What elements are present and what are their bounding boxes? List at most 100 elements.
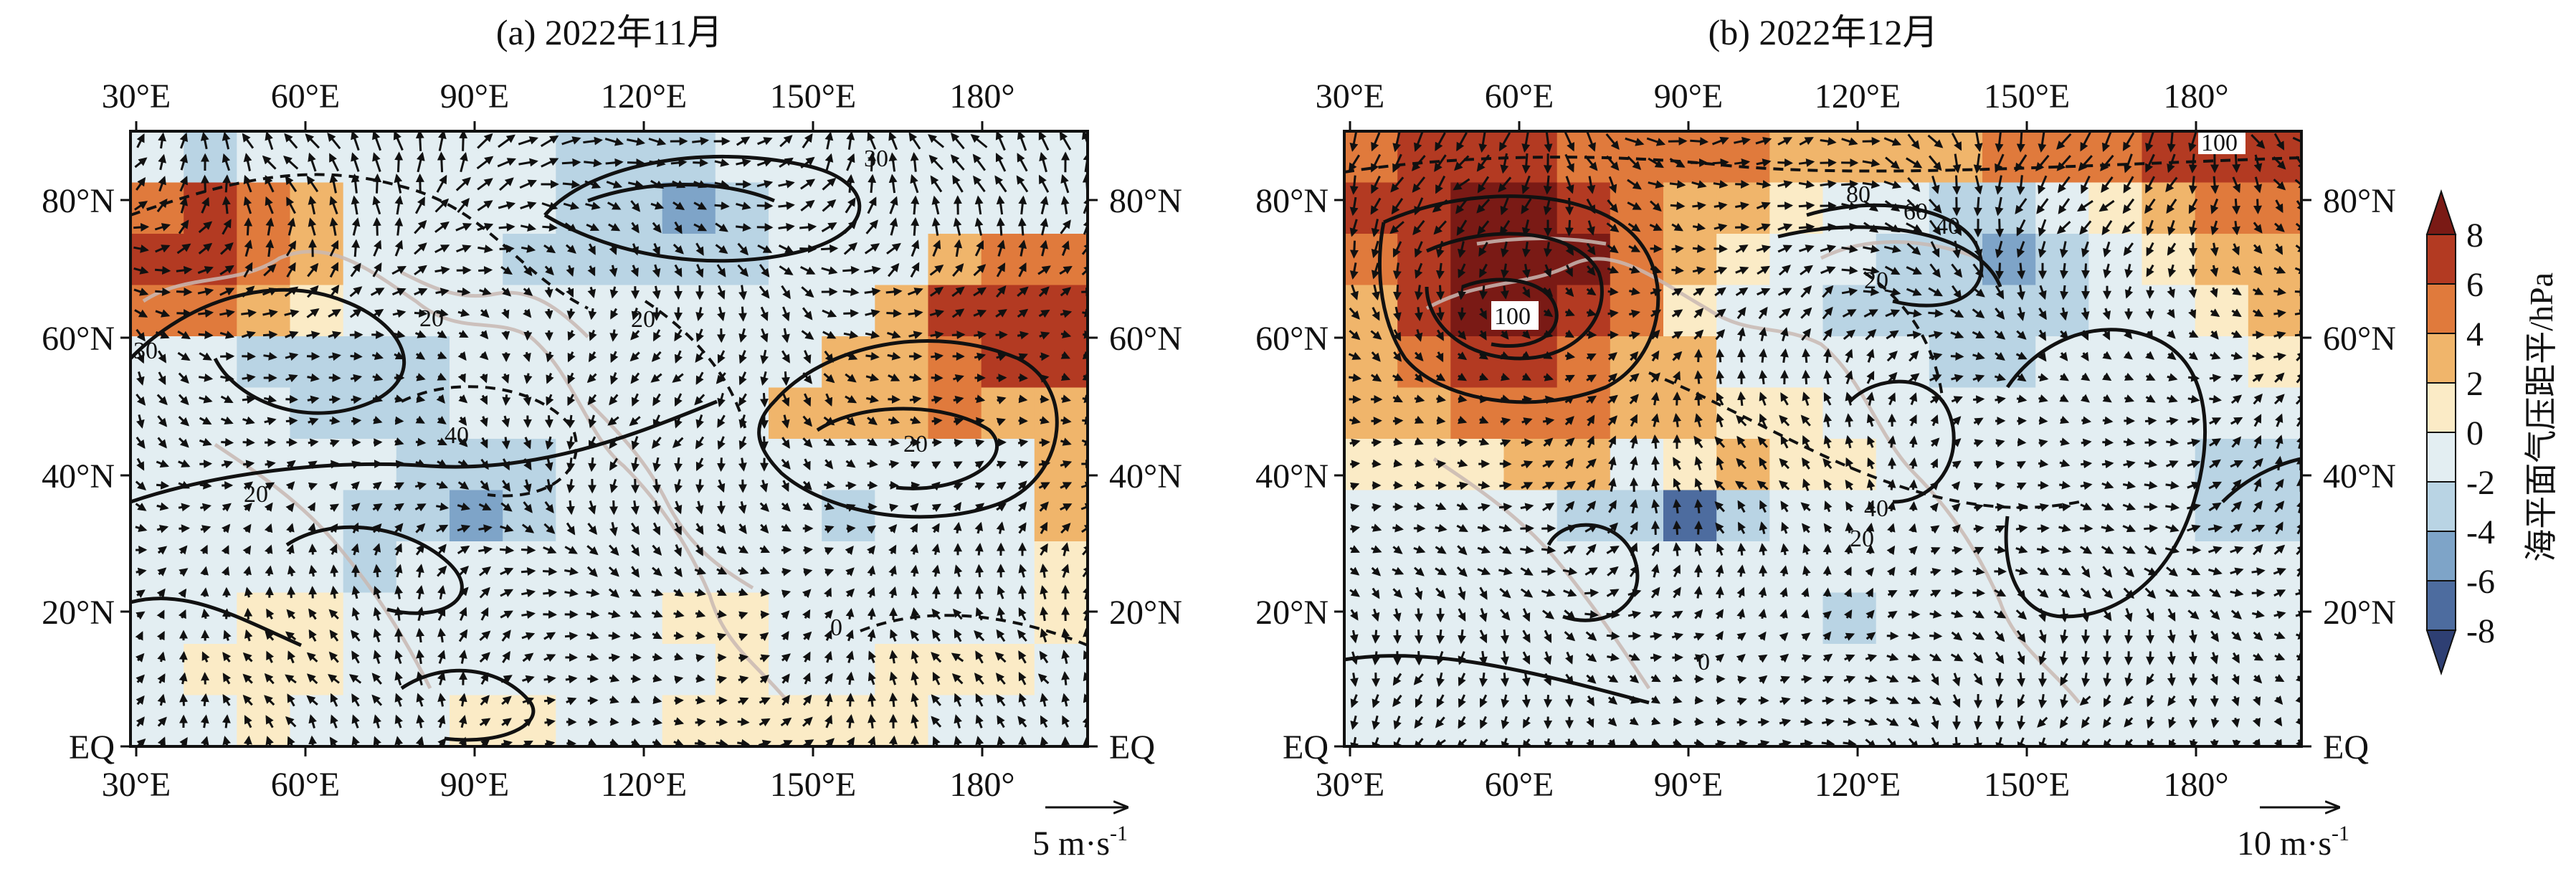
wind-vector — [2251, 589, 2266, 598]
wind-vector — [1693, 348, 1703, 363]
wind-vector — [499, 545, 515, 554]
wind-vector — [265, 131, 274, 151]
wind-vector — [1018, 394, 1028, 404]
wind-vector — [176, 288, 193, 297]
wind-vector — [543, 589, 558, 598]
wind-vector — [199, 480, 212, 490]
anomaly-cell — [556, 131, 610, 184]
wind-vector — [1690, 137, 1709, 146]
anomaly-cell — [2195, 644, 2249, 696]
anomaly-cell — [981, 541, 1035, 594]
wind-vector — [416, 394, 426, 404]
wind-vector — [243, 196, 252, 214]
wind-vector — [372, 262, 382, 277]
wind-vector — [498, 134, 515, 148]
wind-vector — [1668, 136, 1688, 146]
wind-vector — [179, 176, 188, 192]
colorbar-label: 海平面气压距平/hPa — [2523, 272, 2560, 562]
anomaly-cell — [662, 182, 716, 234]
anomaly-cell — [1556, 541, 1611, 594]
wind-vector — [950, 132, 965, 150]
wind-vector — [2081, 438, 2092, 447]
wind-vector — [372, 152, 381, 172]
anomaly-cell — [1982, 131, 2037, 184]
wind-vector — [2017, 437, 2027, 447]
wind-vector — [736, 136, 751, 146]
wind-vector — [1584, 609, 1599, 619]
wind-vector — [1841, 266, 1858, 275]
anomaly-cell — [184, 131, 238, 184]
wind-vector — [2017, 262, 2026, 280]
x-tick-label: 180° — [949, 766, 1014, 804]
wind-vector — [2124, 629, 2134, 645]
wind-vector — [176, 243, 191, 255]
anomaly-cell — [1397, 695, 1452, 746]
x-tick-label: 150°E — [1984, 77, 2071, 115]
wind-vector — [328, 373, 341, 382]
wind-vector — [889, 480, 899, 490]
wind-vector — [951, 331, 966, 340]
wind-vector — [179, 196, 189, 214]
wind-vector — [308, 438, 319, 447]
wind-vector — [846, 131, 855, 150]
y-tick-label: EQ — [1283, 728, 1329, 766]
wind-vector — [868, 174, 877, 194]
wind-vector — [1018, 195, 1027, 215]
x-tick-label: 30°E — [1316, 766, 1385, 804]
wind-vector — [674, 221, 683, 234]
anomaly-cell — [875, 285, 929, 337]
wind-vector — [242, 133, 255, 149]
panel-b-y-labels-right: 80°N 60°N 40°N 20°N EQ — [2323, 182, 2396, 766]
wind-vector — [1040, 196, 1049, 214]
anomaly-cell — [769, 695, 823, 746]
wind-vector — [437, 131, 447, 151]
wind-vector — [950, 154, 965, 171]
wind-vector — [2103, 651, 2112, 666]
wind-vector — [738, 653, 749, 663]
wind-vector — [695, 631, 705, 640]
wind-vector — [2081, 416, 2092, 425]
wind-vector — [478, 266, 493, 275]
wind-vector — [1650, 244, 1663, 253]
wind-vector — [200, 131, 209, 150]
colorbar-tick-label: 6 — [2466, 266, 2484, 304]
wind-vector — [263, 263, 277, 277]
anomaly-cell — [1610, 131, 1664, 184]
wind-vector — [351, 152, 360, 172]
wind-vector — [996, 217, 1005, 236]
y-tick-label: 60°N — [1255, 320, 1329, 358]
wind-vector — [2059, 608, 2068, 623]
anomaly-cell — [1450, 592, 1505, 645]
wind-vector — [1564, 695, 1574, 708]
wind-vector — [757, 244, 773, 254]
wind-vector — [222, 153, 231, 171]
anomaly-cell — [556, 695, 610, 746]
anomaly-cell — [1982, 439, 2037, 491]
wind-vector — [888, 394, 900, 404]
wind-vector — [350, 262, 361, 277]
anomaly-cell — [290, 644, 344, 696]
wind-vector — [717, 653, 727, 663]
wind-vector — [821, 222, 837, 232]
wind-vector — [542, 223, 558, 232]
contour-label: 20 — [1850, 526, 1874, 552]
wind-vector — [329, 416, 341, 425]
anomaly-cell — [184, 387, 238, 440]
anomaly-cell — [503, 387, 557, 440]
wind-vector — [155, 244, 171, 253]
colorbar-tick-label: 8 — [2466, 217, 2484, 255]
anomaly-cell — [237, 234, 291, 286]
wind-vector — [373, 173, 382, 194]
anomaly-cell — [875, 234, 929, 286]
anomaly-cell — [822, 490, 876, 542]
wind-vector — [2038, 459, 2049, 468]
anomaly-cell — [1503, 131, 1558, 184]
wind-vector — [996, 374, 1007, 383]
anomaly-cell — [237, 541, 291, 594]
wind-vector — [928, 154, 944, 171]
x-tick-label: 120°E — [1815, 77, 1901, 115]
wind-vector — [265, 196, 274, 214]
anomaly-cell — [2248, 387, 2301, 440]
wind-vector — [1798, 201, 1815, 210]
wind-vector — [953, 217, 962, 236]
